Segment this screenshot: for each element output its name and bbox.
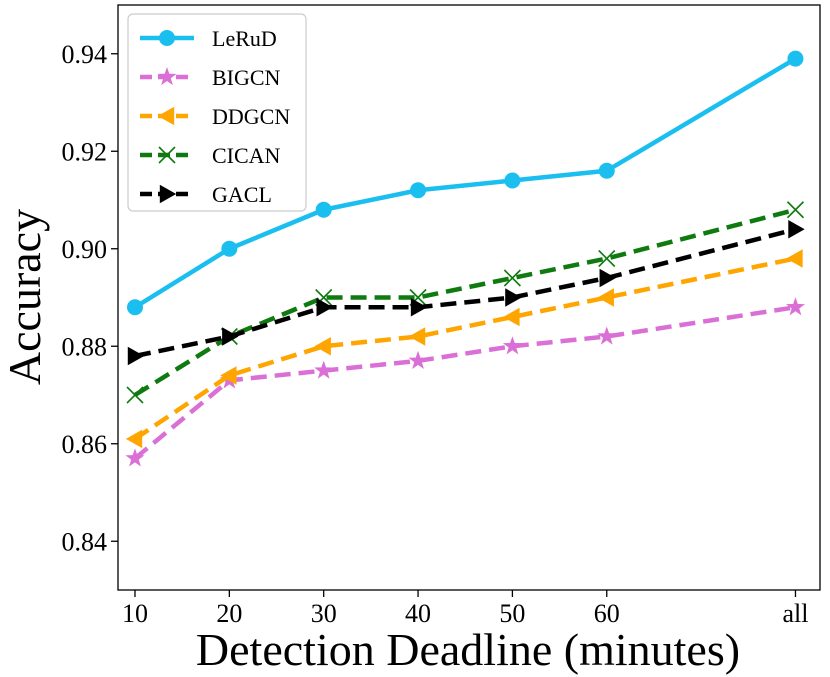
legend-marker-gacl (159, 184, 177, 204)
legend-label-cican: CICAN (212, 143, 281, 168)
data-point-gacl (316, 298, 333, 317)
data-point-bigcn (502, 336, 522, 355)
x-marker-stroke (158, 146, 176, 164)
y-tick-label: 0.90 (62, 235, 108, 264)
legend-label-bigcn: BIGCN (212, 65, 281, 90)
data-point-cican (126, 386, 144, 404)
y-tick-label: 0.94 (62, 40, 108, 69)
x-marker-stroke (503, 269, 521, 287)
legend-label-lerud: LeRuD (212, 26, 277, 51)
data-point-bigcn (408, 350, 428, 369)
data-point-cican (503, 269, 521, 287)
plot-area (117, 4, 821, 591)
data-point-gacl (222, 327, 239, 346)
x-axis-label: Detection Deadline (minutes) (196, 624, 740, 675)
data-point-bigcn (785, 297, 805, 316)
data-point-lerud (504, 172, 521, 189)
data-point-lerud (787, 50, 804, 67)
x-tick-label: 30 (311, 599, 337, 628)
x-marker-stroke (126, 386, 144, 404)
x-tick-label: 40 (405, 599, 431, 628)
legend-marker-bigcn (157, 67, 177, 86)
x-tick-label: all (782, 599, 808, 628)
data-point-ddgcn (503, 307, 520, 327)
data-point-ddgcn (597, 288, 614, 307)
legend-marker-cican (158, 146, 176, 164)
data-point-gacl (505, 288, 522, 307)
plot-frame (117, 4, 821, 591)
legend-box (127, 13, 307, 212)
y-tick-label: 0.88 (62, 332, 108, 361)
data-point-gacl (788, 220, 805, 239)
data-point-bigcn (597, 326, 617, 345)
y-tick-label: 0.92 (62, 137, 108, 166)
data-point-bigcn (314, 360, 334, 379)
data-point-cican (786, 201, 805, 219)
y-tick-label: 0.84 (62, 527, 108, 556)
data-point-ddgcn (786, 249, 803, 268)
legend: LeRuD BIGCN DDGCN CICAN GACL (127, 13, 307, 212)
x-tick-label: 10 (122, 599, 148, 628)
y-axis-label: Accuracy (0, 209, 50, 385)
series-line-ddgcn (133, 256, 796, 441)
x-tick-label: 50 (499, 599, 525, 628)
legend-label-ddgcn: DDGCN (212, 104, 290, 129)
legend-marker-ddgcn (157, 106, 175, 126)
data-point-lerud (315, 201, 332, 218)
data-point-ddgcn (314, 337, 331, 356)
data-point-lerud (410, 182, 427, 199)
x-tick-label: 60 (594, 599, 620, 628)
y-tick-label: 0.86 (62, 430, 108, 459)
data-point-ddgcn (408, 327, 426, 346)
legend-label-gacl: GACL (212, 182, 272, 207)
data-point-lerud (221, 240, 238, 257)
axis-ticks: 0.84 0.86 0.88 0.90 0.92 0.94 10 20 30 40 50 60 all (62, 40, 809, 628)
data-point-ddgcn (220, 366, 237, 385)
x-marker-stroke (598, 249, 616, 268)
legend-marker-lerud (159, 30, 175, 46)
data-point-lerud (598, 162, 615, 179)
x-marker-stroke (786, 201, 805, 219)
data-point-gacl (127, 346, 145, 366)
data-point-ddgcn (125, 429, 143, 449)
data-point-cican (598, 249, 616, 268)
data-point-lerud (126, 299, 143, 316)
x-tick-label: 20 (216, 599, 242, 628)
data-point-gacl (410, 298, 428, 317)
data-point-gacl (599, 268, 616, 288)
data-point-bigcn (125, 448, 145, 467)
